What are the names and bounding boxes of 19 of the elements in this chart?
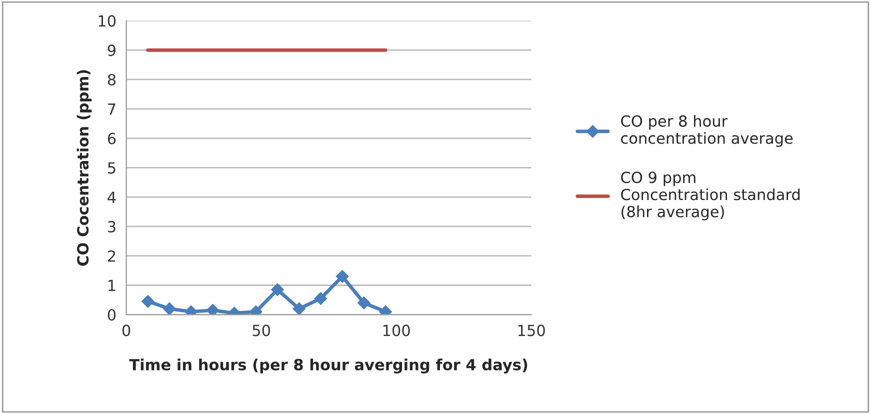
x-axis-title: Time in hours (per 8 hour averging for 4 days) <box>129 358 528 374</box>
y-tick-label: 0 <box>108 309 116 321</box>
legend-label: CO per 8 hour concentration average <box>621 115 793 147</box>
x-tick-label: 50 <box>252 324 270 336</box>
y-tick-label: 2 <box>108 250 116 262</box>
y-tick-label: 4 <box>108 192 116 203</box>
y-tick-label: 5 <box>108 162 116 174</box>
x-tick-label: 150 <box>518 324 545 336</box>
y-tick-label: 9 <box>108 44 116 56</box>
x-tick-label: 0 <box>122 324 130 336</box>
y-tick-label: 1 <box>108 280 116 292</box>
y-tick-label: 8 <box>108 74 116 86</box>
y-tick-label: 10 <box>98 15 116 27</box>
legend-label: CO 9 ppm Concentration standard (8hr average) <box>621 172 800 220</box>
x-tick-label: 100 <box>383 324 410 336</box>
y-tick-label: 3 <box>108 220 116 232</box>
y-tick-label: 7 <box>108 104 116 115</box>
y-tick-label: 6 <box>108 132 116 144</box>
y-axis-title: CO Cocentration (ppm) <box>76 70 92 266</box>
